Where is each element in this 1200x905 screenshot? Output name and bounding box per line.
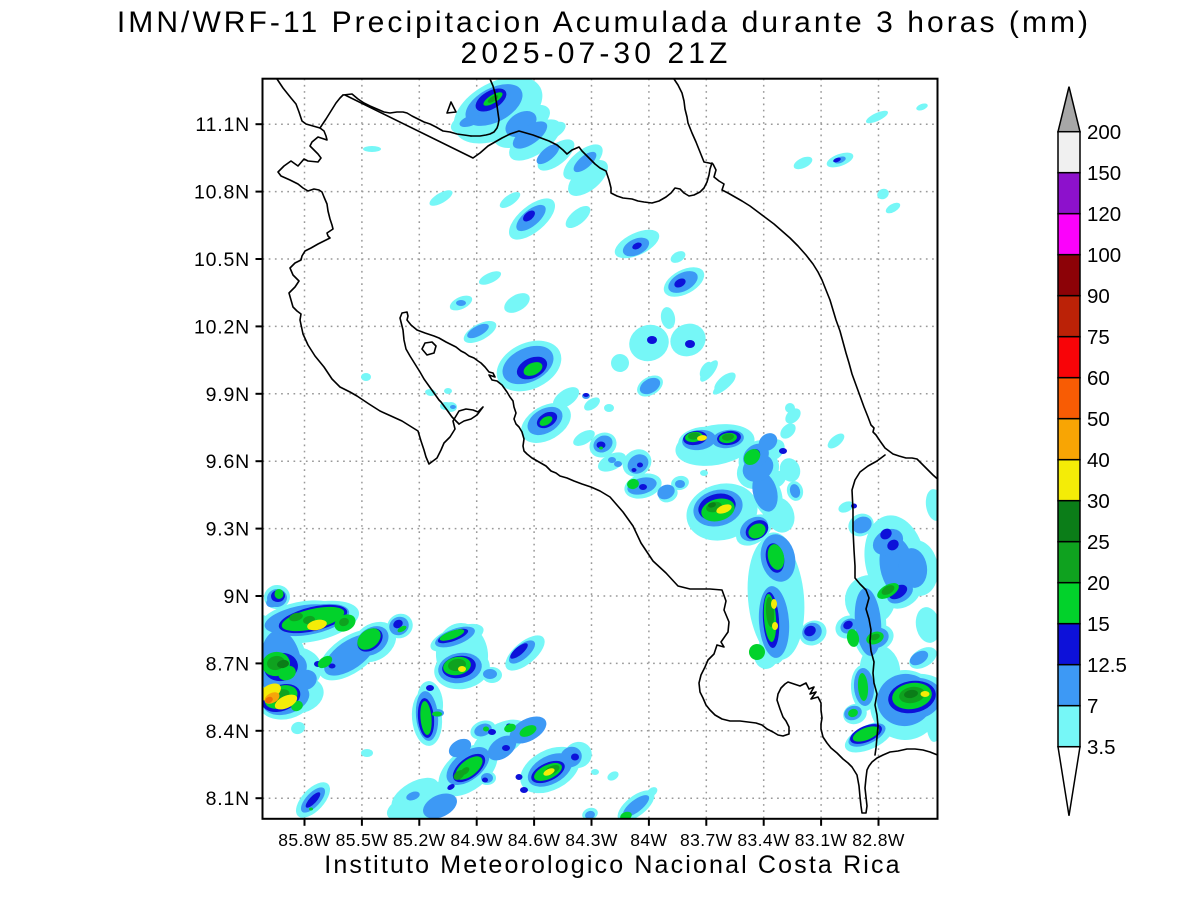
svg-text:10.8N: 10.8N xyxy=(194,182,250,204)
svg-text:2025-07-30 21Z: 2025-07-30 21Z xyxy=(461,37,732,70)
svg-text:40: 40 xyxy=(1087,449,1110,472)
svg-text:85.2W: 85.2W xyxy=(393,830,446,850)
svg-text:100: 100 xyxy=(1087,244,1121,267)
svg-text:84.3W: 84.3W xyxy=(565,830,618,850)
svg-text:84.9W: 84.9W xyxy=(450,830,503,850)
svg-text:20: 20 xyxy=(1087,572,1110,595)
svg-text:12.5: 12.5 xyxy=(1087,654,1127,677)
svg-text:83.4W: 83.4W xyxy=(737,830,790,850)
svg-text:8.4N: 8.4N xyxy=(206,721,250,743)
svg-text:3.5: 3.5 xyxy=(1087,736,1116,759)
svg-text:IMN/WRF-11 Precipitacion Acumu: IMN/WRF-11 Precipitacion Acumulada duran… xyxy=(117,6,1091,39)
svg-text:15: 15 xyxy=(1087,613,1110,636)
svg-text:9N: 9N xyxy=(223,586,250,608)
svg-text:10.2N: 10.2N xyxy=(194,316,250,338)
svg-text:11.1N: 11.1N xyxy=(195,114,250,136)
svg-text:85.8W: 85.8W xyxy=(278,830,331,850)
svg-text:84W: 84W xyxy=(630,830,667,850)
svg-text:8.1N: 8.1N xyxy=(206,788,250,810)
svg-text:7: 7 xyxy=(1087,695,1098,718)
svg-text:9.3N: 9.3N xyxy=(206,519,250,541)
svg-text:150: 150 xyxy=(1087,162,1121,185)
svg-text:8.7N: 8.7N xyxy=(206,653,250,675)
svg-text:120: 120 xyxy=(1087,203,1121,226)
svg-text:9.6N: 9.6N xyxy=(206,451,250,473)
svg-text:90: 90 xyxy=(1087,285,1110,308)
svg-text:50: 50 xyxy=(1087,408,1110,431)
svg-text:83.1W: 83.1W xyxy=(795,830,848,850)
svg-text:30: 30 xyxy=(1087,490,1110,513)
svg-text:60: 60 xyxy=(1087,367,1110,390)
svg-text:85.5W: 85.5W xyxy=(336,830,389,850)
svg-text:84.6W: 84.6W xyxy=(508,830,561,850)
svg-text:200: 200 xyxy=(1087,121,1121,144)
svg-text:82.8W: 82.8W xyxy=(852,830,905,850)
svg-text:10.5N: 10.5N xyxy=(194,249,250,271)
svg-text:25: 25 xyxy=(1087,531,1110,554)
svg-text:75: 75 xyxy=(1087,326,1110,349)
svg-text:83.7W: 83.7W xyxy=(680,830,733,850)
svg-text:9.9N: 9.9N xyxy=(206,384,250,406)
svg-text:Instituto Meteorologico Nacion: Instituto Meteorologico Nacional Costa R… xyxy=(324,851,901,879)
